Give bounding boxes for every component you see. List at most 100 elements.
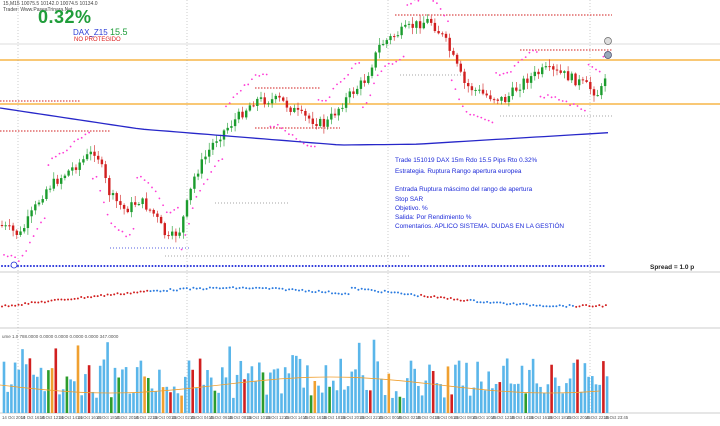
trade-note-line: Trade 151019 DAX 15m Rdo 15.5 Pips Rto 0… (395, 157, 538, 164)
candle-body (592, 89, 596, 96)
blue-dot (455, 265, 458, 267)
oscillator-dot (499, 301, 502, 304)
volume-bar (154, 391, 157, 413)
blue-dot (228, 265, 231, 267)
oscillator-dot (34, 301, 36, 304)
candle-body (330, 113, 333, 120)
sar-dot (498, 74, 501, 76)
blue-dot (324, 265, 327, 267)
volume-bar (213, 390, 217, 413)
order-marker-icon[interactable] (604, 51, 612, 59)
blue-dot (436, 265, 439, 267)
volume-average-line (0, 376, 601, 394)
oscillator-dot (27, 302, 30, 305)
entry-marker-icon[interactable] (10, 261, 18, 269)
oscillator-dot (80, 295, 83, 298)
oscillator-dot (212, 286, 215, 289)
blue-dot (538, 265, 541, 267)
sar-dot (325, 99, 327, 102)
sar-dot (154, 190, 157, 193)
candle-body (63, 175, 67, 179)
blue-dot (289, 265, 291, 267)
sar-dot (217, 159, 220, 162)
candle-body (30, 210, 33, 217)
oscillator-dot (423, 295, 426, 298)
time-axis-label: 15 Oct 12:45 (265, 415, 290, 420)
sar-dot (69, 145, 72, 148)
volume-bar (39, 367, 43, 413)
sar-dot (269, 125, 272, 128)
oscillator-dot (545, 305, 548, 308)
blue-dot (548, 265, 551, 267)
blue-dot (513, 265, 515, 267)
oscillator-dot (479, 301, 482, 304)
volume-bar (269, 372, 272, 413)
blue-dot (93, 265, 96, 267)
oscillator-dot (472, 299, 475, 302)
volume-bar (258, 362, 261, 413)
candle-body (152, 209, 155, 214)
candle-body (455, 54, 459, 64)
sar-dot (210, 171, 213, 173)
candle-body (15, 230, 18, 235)
oscillator-dot (578, 305, 581, 308)
oscillator-dot (4, 304, 7, 307)
oscillator-dot (340, 293, 343, 296)
candle-body (381, 44, 385, 46)
volume-bar (80, 395, 83, 413)
blue-dot (407, 265, 410, 267)
candle-body (108, 178, 111, 196)
oscillator-dot (218, 287, 221, 290)
candle-body (163, 223, 166, 236)
blue-dot (573, 265, 576, 267)
volume-bar (498, 382, 502, 413)
volume-bar (17, 369, 21, 413)
oscillator-dot (294, 288, 297, 291)
blue-dot (391, 265, 394, 267)
oscillator-dot (443, 296, 446, 299)
sar-dot (36, 227, 39, 230)
sar-dot (550, 96, 553, 99)
volume-bar (135, 367, 139, 413)
oscillator-dot (354, 286, 357, 289)
candle-body (189, 188, 192, 201)
blue-dot (199, 265, 202, 267)
sar-dot (310, 145, 312, 148)
blue-dot (49, 265, 51, 267)
sar-dot (450, 79, 453, 82)
candle-body (356, 88, 359, 94)
candle-body (219, 139, 222, 142)
volume-bar (324, 365, 328, 413)
blue-dot (202, 265, 205, 267)
blue-dot (349, 265, 352, 267)
candle-body (552, 66, 555, 70)
volume-bar (454, 364, 457, 413)
volume-bar (505, 358, 509, 413)
sar-dot (365, 102, 368, 104)
oscillator-dot (57, 298, 60, 301)
blue-dot (602, 265, 605, 267)
sar-dot (306, 144, 309, 147)
sar-dot (302, 142, 305, 145)
blue-dot (113, 265, 115, 267)
oscillator-dot (413, 294, 416, 297)
sar-dot (350, 67, 353, 70)
sar-dot (339, 81, 342, 83)
blue-dot (381, 265, 384, 267)
volume-bar (36, 376, 39, 413)
blue-dot (276, 265, 279, 267)
sar-dot (395, 60, 398, 63)
blue-dot (346, 265, 349, 267)
candle-body (496, 99, 499, 101)
volume-bar (435, 383, 439, 413)
blue-dot (497, 265, 499, 267)
candle-body (555, 69, 559, 71)
order-marker-icon[interactable] (604, 37, 612, 45)
candle-body (367, 75, 370, 83)
blue-dot (218, 265, 221, 267)
candle-body (511, 87, 514, 97)
candle-body (422, 22, 425, 29)
candle-body (233, 119, 237, 127)
volume-bar (332, 380, 335, 413)
